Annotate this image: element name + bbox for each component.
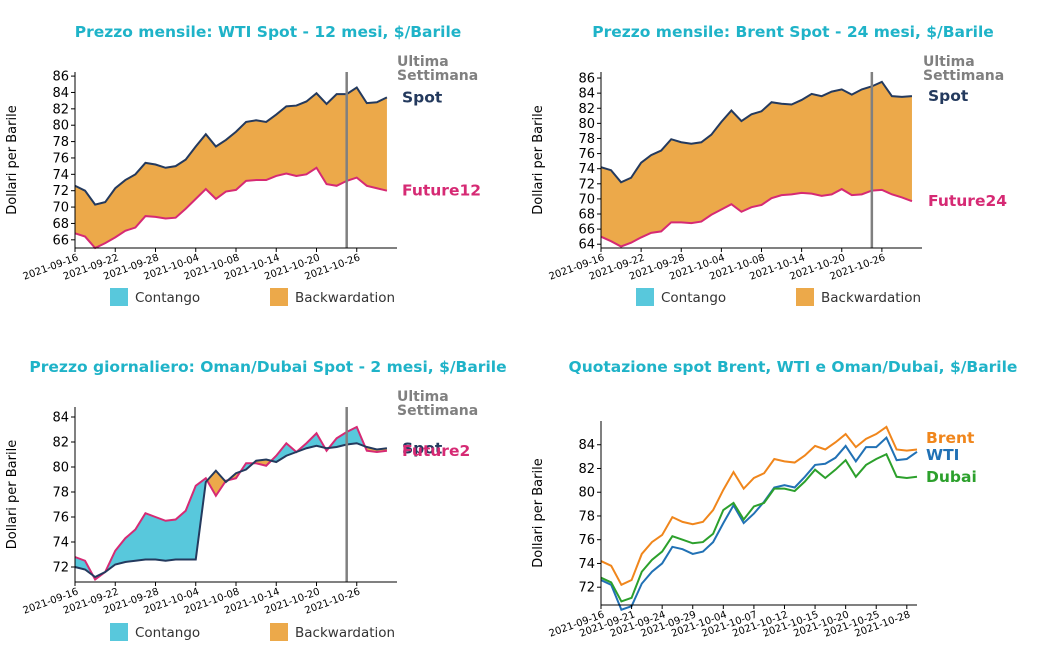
y-tick-label: 82 (52, 102, 69, 117)
y-tick-label: 78 (52, 486, 69, 501)
legend-backwardation-label: Backwardation (295, 625, 395, 641)
chart-3: Prezzo giornaliero: Oman/Dubai Spot - 2 … (5, 358, 507, 641)
week-marker-label: Ultima (397, 389, 449, 405)
legend-contango-swatch (636, 288, 654, 306)
y-tick-label: 84 (578, 87, 595, 102)
y-tick-label: 66 (578, 223, 595, 238)
y-tick-label: 66 (52, 233, 69, 248)
y-tick-label: 84 (578, 438, 595, 453)
y-tick-label: 74 (578, 162, 595, 177)
y-tick-label: 72 (52, 184, 69, 199)
week-marker-label: Ultima (923, 54, 975, 70)
spot-series-label: Spot (402, 88, 443, 106)
y-tick-label: 68 (52, 217, 69, 232)
chart-1: Prezzo mensile: WTI Spot - 12 mesi, $/Ba… (5, 23, 481, 306)
wti-line (600, 435, 918, 612)
brent-series-label: Brent (926, 429, 975, 447)
legend-contango-label: Contango (135, 625, 200, 641)
future-series-label: Future12 (402, 182, 481, 200)
brent-line (600, 425, 918, 587)
contango-area (105, 478, 208, 572)
legend-backwardation-swatch (796, 288, 814, 306)
y-tick-label: 76 (578, 533, 595, 548)
y-tick-label: 74 (578, 557, 595, 572)
y-tick-label: 76 (578, 147, 595, 162)
y-tick-label: 84 (52, 86, 69, 101)
y-tick-label: 68 (578, 208, 595, 223)
chart-title: Prezzo mensile: WTI Spot - 12 mesi, $/Ba… (75, 23, 462, 41)
y-tick-label: 80 (52, 461, 69, 476)
backwardation-area (601, 81, 912, 247)
y-tick-label: 72 (578, 581, 595, 596)
chart-title: Quotazione spot Brent, WTI e Oman/Dubai,… (569, 358, 1018, 376)
spot-line (74, 442, 388, 579)
y-tick-label: 86 (578, 72, 595, 87)
future-series-label: Future2 (402, 442, 470, 460)
future-line (74, 166, 388, 250)
future-series-label: Future24 (928, 192, 1007, 210)
legend-backwardation-label: Backwardation (295, 290, 395, 306)
y-tick-label: 74 (52, 168, 69, 183)
y-axis-label: Dollari per Barile (531, 105, 546, 214)
y-tick-label: 64 (578, 238, 595, 253)
contango-area (75, 557, 93, 576)
legend-backwardation-label: Backwardation (821, 290, 921, 306)
week-marker-label: Settimana (397, 68, 478, 84)
future-line (600, 187, 913, 248)
wti-series-label: WTI (926, 446, 959, 464)
y-axis-label: Dollari per Barile (5, 440, 20, 549)
y-tick-label: 72 (578, 177, 595, 192)
week-marker-label: Ultima (397, 54, 449, 70)
chart-title: Prezzo mensile: Brent Spot - 24 mesi, $/… (592, 23, 994, 41)
spot-line (74, 86, 388, 206)
legend-contango-swatch (110, 623, 128, 641)
y-tick-label: 80 (578, 486, 595, 501)
y-tick-label: 78 (52, 135, 69, 150)
y-tick-label: 70 (578, 192, 595, 207)
y-tick-label: 74 (52, 536, 69, 551)
y-tick-label: 76 (52, 511, 69, 526)
y-tick-label: 80 (52, 119, 69, 134)
week-marker-label: Settimana (397, 403, 478, 419)
y-tick-label: 72 (52, 561, 69, 576)
y-tick-label: 82 (52, 436, 69, 451)
chart-4: Quotazione spot Brent, WTI e Oman/Dubai,… (531, 358, 1017, 640)
chart-2: Prezzo mensile: Brent Spot - 24 mesi, $/… (531, 23, 1007, 306)
spot-line (600, 80, 913, 184)
legend-contango-label: Contango (661, 290, 726, 306)
spot-series-label: Spot (928, 87, 969, 105)
backwardation-area (207, 470, 226, 496)
y-axis-label: Dollari per Barile (531, 458, 546, 567)
y-tick-label: 80 (578, 117, 595, 132)
y-tick-label: 82 (578, 102, 595, 117)
y-tick-label: 70 (52, 201, 69, 216)
legend-backwardation-swatch (270, 623, 288, 641)
dubai-line (600, 452, 918, 603)
y-tick-label: 82 (578, 462, 595, 477)
legend-contango-swatch (110, 288, 128, 306)
legend-backwardation-swatch (270, 288, 288, 306)
y-tick-label: 76 (52, 151, 69, 166)
y-tick-label: 78 (578, 132, 595, 147)
contango-area (271, 443, 297, 462)
y-tick-label: 86 (52, 70, 69, 85)
backwardation-area (75, 87, 387, 248)
legend-contango-label: Contango (135, 290, 200, 306)
y-tick-label: 78 (578, 509, 595, 524)
week-marker-label: Settimana (923, 68, 1004, 84)
chart-title: Prezzo giornaliero: Oman/Dubai Spot - 2 … (29, 358, 506, 376)
future-line (74, 425, 388, 581)
y-axis-label: Dollari per Barile (5, 105, 20, 214)
y-tick-label: 84 (52, 411, 69, 426)
dubai-series-label: Dubai (926, 468, 977, 486)
spot-series-label: Spot (402, 439, 443, 457)
contango-area (296, 433, 325, 452)
